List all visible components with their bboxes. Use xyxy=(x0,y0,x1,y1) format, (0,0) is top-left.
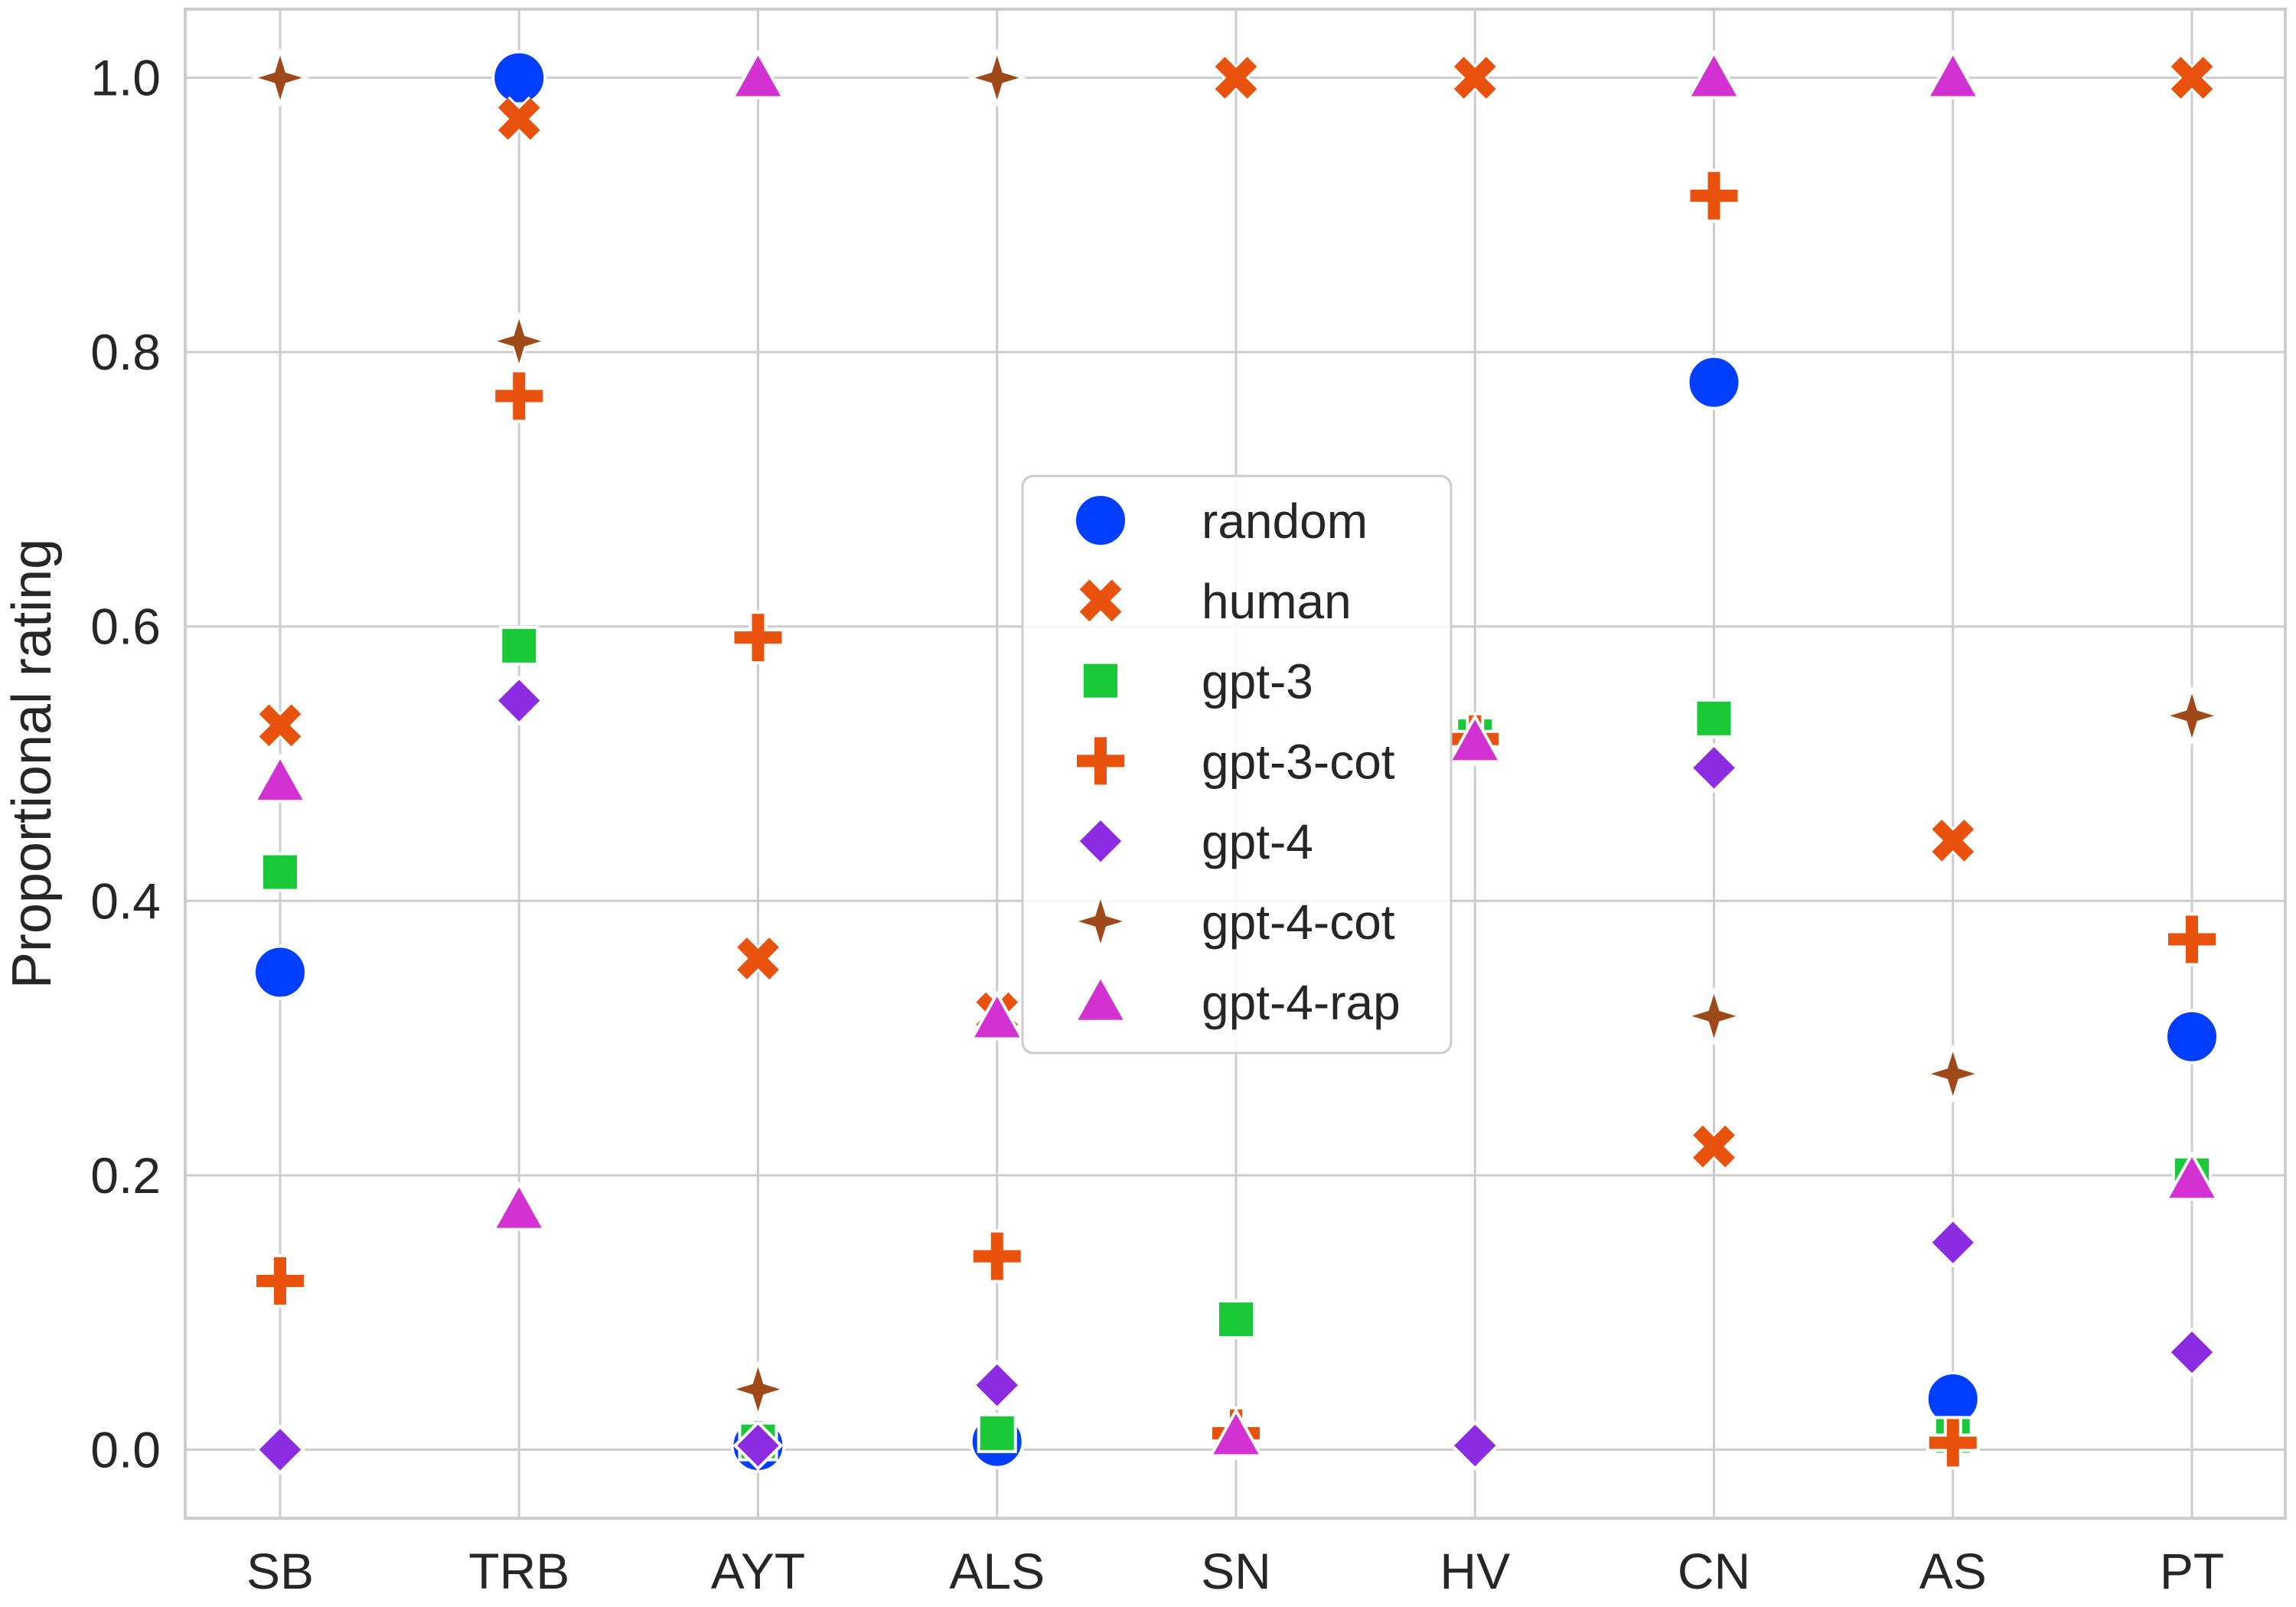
data-point-gpt-3-cot-SB xyxy=(253,1253,307,1308)
data-point-gpt-4-rap-SN xyxy=(1208,1407,1264,1458)
x-tick-label: HV xyxy=(1440,1543,1510,1599)
data-point-gpt-4-cot-TRB xyxy=(489,311,550,371)
data-point-gpt-4-cot-SB xyxy=(249,47,311,108)
legend: random human gpt-3 gpt-3-cot gpt-4 gpt-4-cot g… xyxy=(1021,474,1453,1054)
legend-label: gpt-3-cot xyxy=(1202,734,1395,789)
plot-frame xyxy=(184,8,2287,1520)
legend-box xyxy=(1021,474,1453,1054)
data-point-gpt-3-CN xyxy=(1694,698,1734,738)
data-point-gpt-4-cot-ALS xyxy=(967,47,1027,108)
data-point-human-CN xyxy=(1691,1123,1737,1169)
data-point-gpt-3-cot-AYT xyxy=(731,611,785,665)
data-point-gpt-4-AS xyxy=(1927,1217,1978,1268)
legend-marker-random xyxy=(1073,493,1128,548)
y-axis-label: Proportional rating xyxy=(2,539,63,989)
data-point-human-TRB xyxy=(496,96,542,142)
legend-marker-human xyxy=(1078,578,1124,624)
legend-item-gpt-3-cot: gpt-3-cot xyxy=(1074,734,1395,789)
legend-item-gpt-4-cot: gpt-4-cot xyxy=(1070,891,1395,952)
data-point-gpt-3-cot-TRB xyxy=(492,369,546,423)
y-tick-label: 1.0 xyxy=(90,50,161,106)
legend-label: gpt-4 xyxy=(1202,814,1313,869)
x-tick-label: AS xyxy=(1919,1543,1987,1599)
data-point-gpt-4-rap-SB xyxy=(252,753,308,804)
legend-marker-gpt-4-rap xyxy=(1072,973,1129,1023)
data-point-gpt-3-ALS xyxy=(977,1413,1017,1453)
legend-label: gpt-4-rap xyxy=(1202,975,1401,1030)
data-point-gpt-4-rap-AS xyxy=(1925,49,1981,99)
x-tick-labels: SB TRB AYT ALS SN HV CN AS PT xyxy=(246,1543,2224,1599)
legend-label: random xyxy=(1202,494,1368,549)
legend-marker-gpt-3-cot xyxy=(1074,734,1127,788)
series-gpt-4-rap xyxy=(252,49,2220,1458)
data-point-human-SN xyxy=(1213,55,1259,101)
legend-label: gpt-4-cot xyxy=(1202,895,1395,950)
data-point-human-HV xyxy=(1452,55,1498,101)
legend-marker-gpt-3 xyxy=(1081,660,1120,701)
legend-label: gpt-3 xyxy=(1202,654,1313,709)
x-tick-label: SN xyxy=(1201,1543,1271,1599)
legend-label: human xyxy=(1202,574,1352,629)
legend-marker-gpt-4 xyxy=(1075,816,1126,867)
x-tick-label: SB xyxy=(246,1543,314,1599)
data-point-gpt-3-cot-ALS xyxy=(970,1229,1024,1283)
y-tick-label: 0.8 xyxy=(90,324,161,380)
data-point-gpt-4-rap-PT xyxy=(2164,1151,2220,1201)
data-point-random-PT xyxy=(2164,1009,2219,1064)
data-point-gpt-4-HV xyxy=(1450,1420,1501,1471)
x-tick-label: PT xyxy=(2160,1543,2224,1599)
data-point-gpt-4-rap-CN xyxy=(1686,49,1742,99)
y-tick-labels: 0.0 0.2 0.4 0.6 0.8 1.0 xyxy=(90,50,161,1478)
data-point-gpt-4-rap-TRB xyxy=(491,1181,547,1231)
data-point-gpt-4-ALS xyxy=(971,1360,1022,1410)
y-tick-label: 0.0 xyxy=(90,1421,161,1478)
data-point-gpt-4-rap-ALS xyxy=(969,990,1026,1041)
legend-item-human: human xyxy=(1078,574,1352,629)
data-point-gpt-3-SB xyxy=(260,852,300,892)
data-point-gpt-4-rap-AYT xyxy=(730,49,786,99)
x-tick-label: TRB xyxy=(468,1543,569,1599)
data-point-human-AYT xyxy=(735,936,781,982)
data-point-human-PT xyxy=(2169,55,2215,101)
data-point-gpt-3-TRB xyxy=(499,625,540,666)
legend-item-gpt-3: gpt-3 xyxy=(1081,654,1313,709)
data-point-human-AS xyxy=(1930,817,1976,863)
x-tick-label: CN xyxy=(1678,1543,1750,1599)
data-point-gpt-4-rap-HV xyxy=(1446,713,1503,764)
data-point-gpt-4-PT xyxy=(2167,1327,2217,1377)
data-point-gpt-4-cot-AS xyxy=(1923,1044,1983,1104)
data-point-gpt-4-SB xyxy=(255,1424,305,1475)
data-point-gpt-3-cot-PT xyxy=(2165,912,2219,966)
x-tick-label: AYT xyxy=(711,1543,805,1599)
data-point-gpt-4-CN xyxy=(1688,742,1740,794)
y-tick-label: 0.4 xyxy=(90,872,161,929)
data-point-gpt-4-cot-CN xyxy=(1684,986,1744,1046)
data-points xyxy=(249,47,2223,1475)
data-point-gpt-3-SN xyxy=(1216,1299,1256,1340)
data-point-random-CN xyxy=(1686,354,1742,410)
data-point-gpt-4-cot-AYT xyxy=(728,1359,788,1420)
series-gpt-4 xyxy=(255,675,2217,1475)
legend-item-gpt-4-rap: gpt-4-rap xyxy=(1072,973,1401,1030)
legend-item-random: random xyxy=(1073,493,1368,549)
data-point-gpt-3-cot-CN xyxy=(1687,168,1741,223)
data-point-random-TRB xyxy=(491,50,547,106)
data-point-gpt-4-AYT xyxy=(732,1420,784,1471)
data-point-gpt-4-cot-PT xyxy=(2161,686,2223,746)
data-point-random-SB xyxy=(253,944,308,1000)
x-tick-label: ALS xyxy=(949,1543,1045,1599)
y-tick-label: 0.6 xyxy=(90,598,161,655)
legend-marker-gpt-4-cot xyxy=(1070,891,1131,952)
data-point-gpt-3-cot-AS xyxy=(1926,1416,1980,1470)
series-gpt-4-cot xyxy=(249,47,2223,1420)
y-tick-label: 0.2 xyxy=(90,1147,161,1204)
data-point-gpt-4-TRB xyxy=(494,675,545,726)
data-point-human-SB xyxy=(257,702,303,748)
legend-item-gpt-4: gpt-4 xyxy=(1075,814,1313,869)
